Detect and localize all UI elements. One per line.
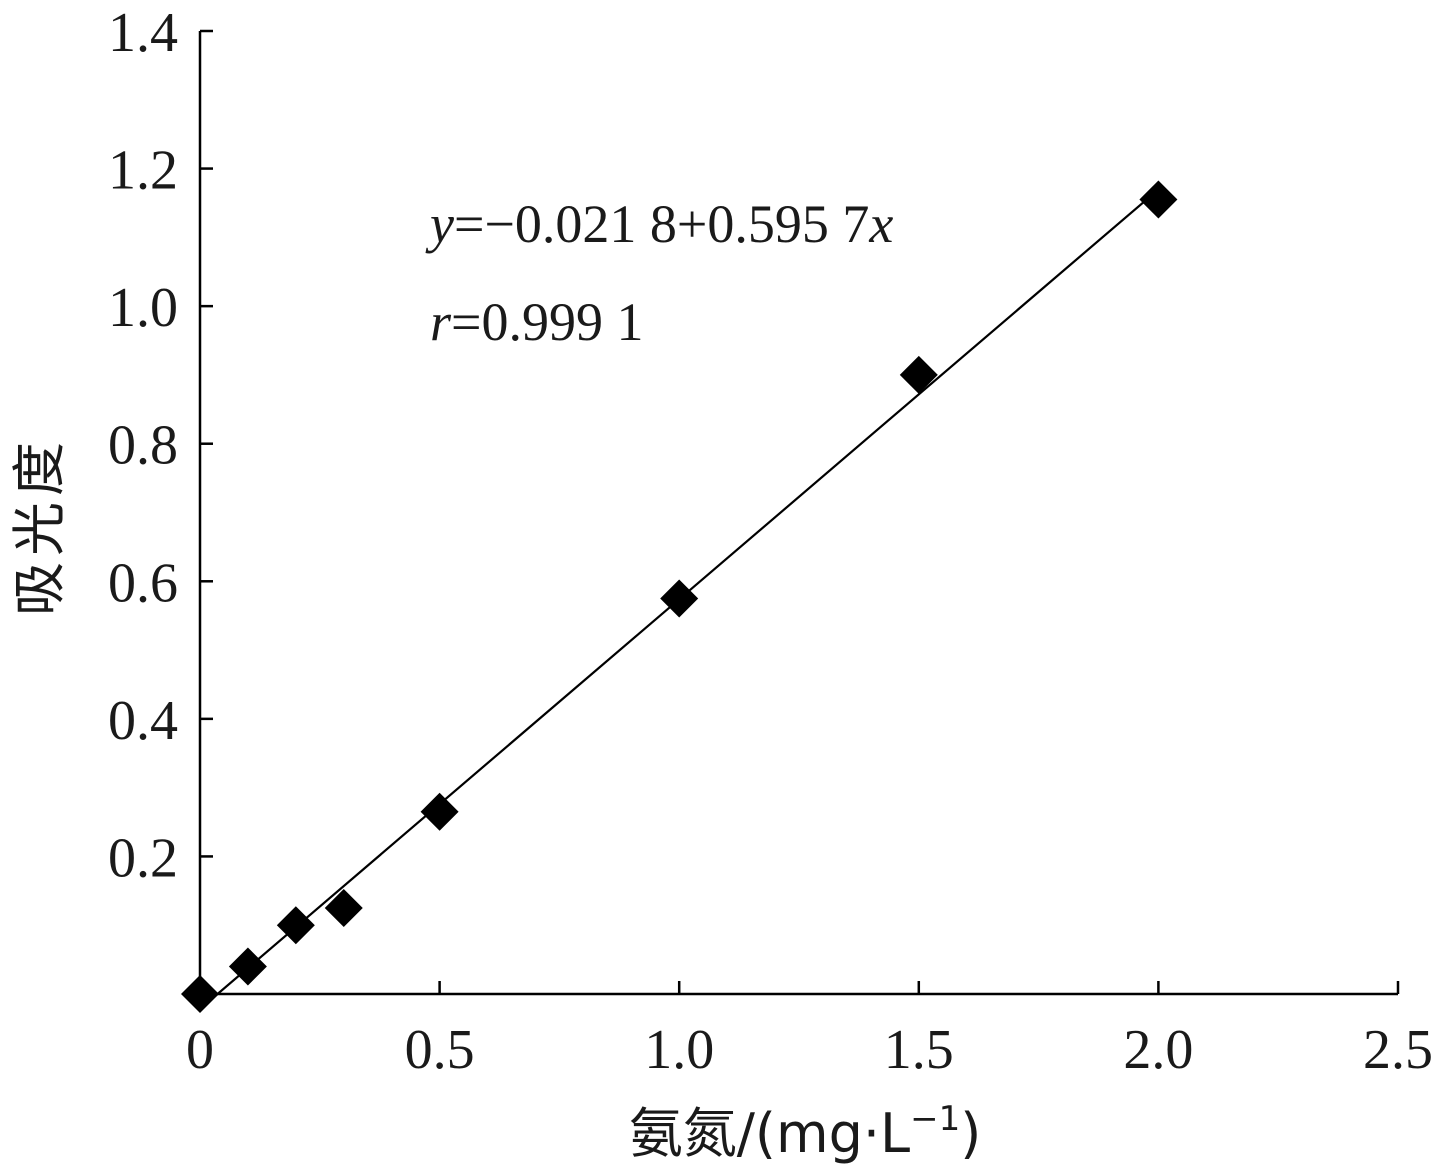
x-tick-label: 2.5 <box>1363 1019 1433 1081</box>
equation-y: y <box>425 194 454 254</box>
x-axis-title: 氨氮/(mg·L−1) <box>629 1099 982 1165</box>
x-axis-title-sup: −1 <box>910 1099 960 1139</box>
y-tick-label: 0.6 <box>108 552 178 614</box>
r-var: r <box>430 292 452 352</box>
data-point <box>1139 180 1178 219</box>
x-tick-label: 0.5 <box>405 1019 475 1081</box>
y-tick-label: 1.0 <box>108 277 178 339</box>
x-tick-label: 2.0 <box>1123 1019 1193 1081</box>
ticks: 0 0.5 1.0 1.5 2.0 2.5 0.2 0.4 0.6 0.8 1.0 1.2 1.4 <box>108 2 1433 1081</box>
data-point <box>324 889 363 928</box>
y-tick-label: 0.4 <box>108 690 178 752</box>
y-tick-label: 0.8 <box>108 415 178 477</box>
x-tick-label: 1.0 <box>644 1019 714 1081</box>
data-point <box>420 792 459 831</box>
y-axis-title: 吸光度 <box>8 436 71 616</box>
equation-x: x <box>868 194 893 254</box>
r-annotation: r=0.999 1 <box>430 292 643 352</box>
y-tick-label: 1.2 <box>108 140 178 202</box>
data-point <box>228 947 267 986</box>
data-point <box>276 906 315 945</box>
data-points <box>181 180 1178 1013</box>
data-point <box>899 355 938 394</box>
x-tick-label: 0 <box>186 1019 214 1081</box>
y-tick-label: 1.4 <box>108 2 178 64</box>
data-point <box>660 579 699 618</box>
y-tick-label: 0.2 <box>108 827 178 889</box>
equation-annotation: y=−0.021 8+0.595 7x <box>425 194 893 254</box>
axes <box>198 31 1398 996</box>
x-axis-title-close: ) <box>960 1102 981 1165</box>
equation-body: =−0.021 8+0.595 7 <box>454 194 869 254</box>
data-point <box>181 975 219 1013</box>
x-tick-label: 1.5 <box>884 1019 954 1081</box>
x-axis-title-text: 氨氮/(mg·L <box>629 1102 910 1165</box>
r-value: =0.999 1 <box>451 292 643 352</box>
